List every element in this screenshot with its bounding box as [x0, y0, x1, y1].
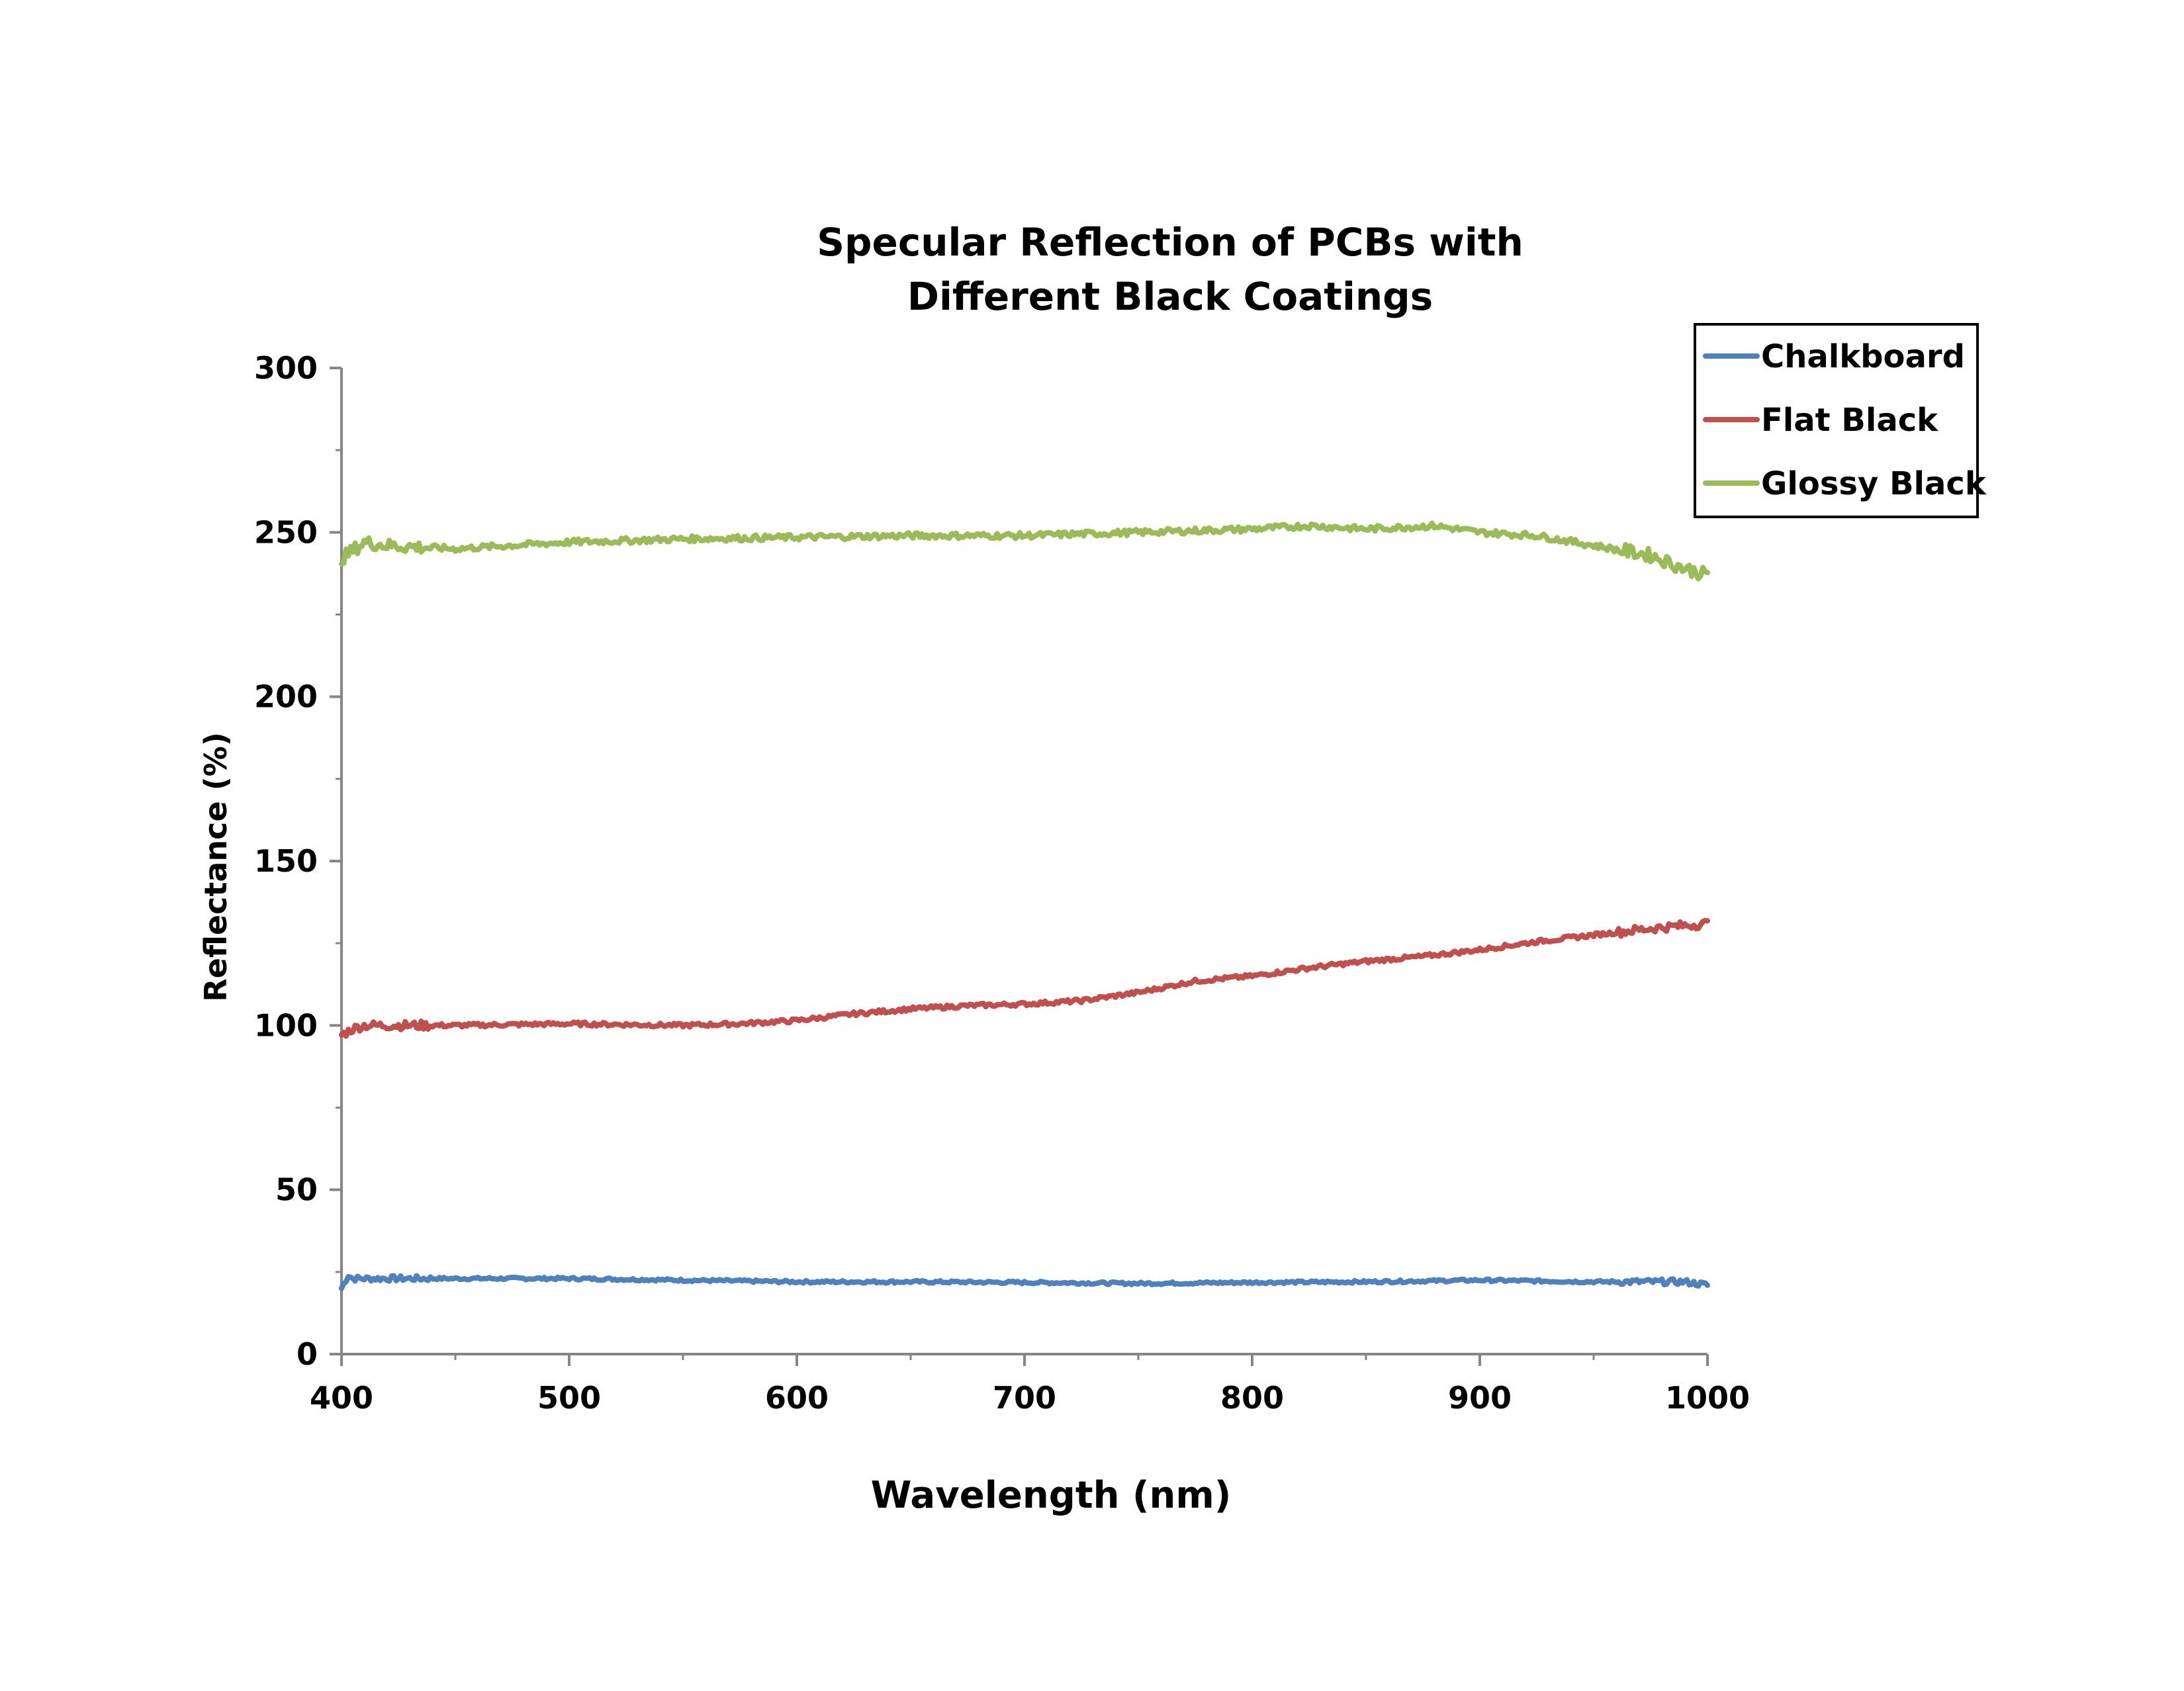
- y-tick-label: 50: [275, 1172, 318, 1208]
- y-tick-label: 100: [254, 1007, 318, 1043]
- legend: Chalkboard Flat Black Glossy Black: [1694, 323, 1987, 518]
- y-tick-label: 250: [254, 514, 318, 550]
- x-tick-label: 700: [993, 1380, 1056, 1416]
- chart-title-line-1: Specular Reflection of PCBs with: [817, 220, 1524, 265]
- series-line-flat-black: [339, 917, 1710, 1039]
- x-tick-label: 800: [1220, 1380, 1284, 1416]
- axes: 0 50 100 150 200 250 300 400 500 600 700 800 900 1000: [254, 350, 1750, 1416]
- x-axis-title: Wavelength (nm): [871, 1474, 1232, 1517]
- series-line-glossy-black: [339, 520, 1710, 582]
- plot-area: [339, 520, 1710, 1291]
- y-axis-title: Reflectance (%): [198, 732, 234, 1002]
- legend-label-flat-black: Flat Black: [1761, 402, 1938, 439]
- y-tick-label: 300: [254, 350, 318, 386]
- legend-label-chalkboard: Chalkboard: [1761, 338, 1965, 375]
- x-tick-label: 500: [537, 1380, 601, 1416]
- x-tick-label: 900: [1448, 1380, 1512, 1416]
- x-tick-label: 400: [310, 1380, 373, 1416]
- y-tick-label: 150: [254, 843, 318, 879]
- x-tick-label: 600: [765, 1380, 829, 1416]
- x-tick-label: 1000: [1665, 1380, 1750, 1416]
- series-line-chalkboard: [339, 1273, 1710, 1291]
- y-tick-label: 200: [254, 679, 318, 715]
- legend-label-glossy-black: Glossy Black: [1761, 465, 1987, 502]
- chart-title-line-2: Different Black Coatings: [907, 274, 1433, 319]
- y-tick-label: 0: [296, 1336, 318, 1372]
